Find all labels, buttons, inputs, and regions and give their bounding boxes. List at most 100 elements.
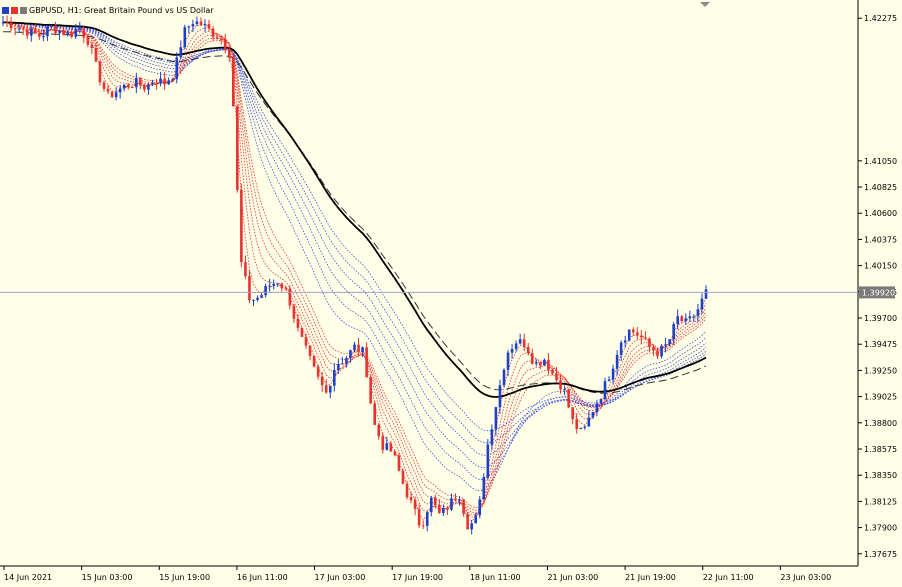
candle-body	[583, 426, 587, 428]
candle-body	[272, 283, 275, 286]
candle-body	[316, 366, 320, 377]
candle-body	[446, 507, 449, 510]
candle-body	[288, 288, 292, 306]
candle-body	[337, 364, 340, 371]
candle-body	[122, 84, 126, 89]
candle-body	[183, 27, 187, 48]
candle-body	[135, 77, 138, 88]
candle-body	[603, 381, 607, 400]
price-tick-label: 1.38800	[864, 419, 897, 428]
candle-body	[292, 305, 296, 319]
candle-body	[672, 324, 675, 340]
candle-body	[240, 189, 243, 263]
current-price-label: 1.39920	[862, 288, 895, 297]
price-tick-label: 1.40375	[864, 235, 897, 244]
candle-body	[486, 444, 490, 478]
candle-body	[631, 329, 635, 333]
price-tick-label: 1.38350	[864, 471, 897, 480]
candle-body	[312, 355, 316, 367]
candle-body	[29, 28, 33, 36]
candle-body	[21, 28, 25, 30]
candle-body	[256, 297, 259, 300]
candle-body	[595, 403, 599, 412]
candle-body	[114, 92, 118, 98]
time-tick-label: 17 Jun 03:00	[315, 573, 366, 582]
time-tick-label: 16 Jun 11:00	[237, 573, 288, 582]
candle-body	[599, 399, 603, 404]
candle-body	[5, 22, 9, 24]
candle-body	[332, 370, 336, 386]
price-tick-label: 1.37900	[864, 524, 897, 533]
chart-red-icon	[11, 6, 18, 14]
candle-body	[159, 78, 162, 84]
candle-body	[1, 22, 5, 24]
candle-body	[567, 389, 570, 408]
candle-body	[106, 88, 110, 92]
candle-body	[252, 299, 255, 301]
candle-body	[110, 91, 114, 98]
candle-body	[151, 83, 154, 85]
candle-body	[236, 106, 239, 190]
candle-body	[324, 385, 328, 393]
candle-body	[361, 347, 364, 353]
candle-body	[502, 369, 506, 386]
candle-body	[341, 363, 344, 365]
price-tick-label: 1.40150	[864, 262, 897, 271]
guppy-slow-line	[3, 22, 707, 492]
candle-body	[74, 29, 78, 37]
candle-body	[328, 385, 332, 393]
guppy-slow-line	[3, 22, 707, 432]
candle-body	[514, 343, 518, 349]
current-price-marker: 1.39920	[0, 286, 895, 299]
time-tick-label: 23 Jun 03:00	[780, 573, 831, 582]
guppy-fast-line	[3, 22, 707, 509]
candle-body	[373, 403, 377, 425]
candle-body	[385, 443, 389, 450]
time-tick-label: 14 Jun 2021	[4, 573, 52, 582]
candle-body	[219, 38, 223, 40]
candle-body	[506, 352, 510, 370]
moving-average-lines	[3, 21, 707, 398]
candle-body	[652, 347, 655, 351]
candle-body	[559, 380, 562, 390]
candle-body	[13, 28, 17, 30]
time-tick-label: 15 Jun 19:00	[159, 573, 210, 582]
candle-body	[62, 30, 65, 35]
candle-body	[9, 22, 13, 29]
candle-body	[704, 289, 708, 299]
candle-body	[393, 451, 397, 456]
candle-body	[357, 344, 360, 353]
candle-body	[82, 28, 86, 38]
price-tick-label: 1.39700	[864, 314, 897, 323]
candle-body	[126, 84, 130, 88]
candle-body	[248, 276, 251, 301]
candle-body	[280, 283, 284, 289]
candle-body	[636, 332, 639, 336]
candle-body	[139, 77, 142, 86]
candle-body	[417, 508, 421, 526]
guppy-fast-line	[3, 22, 707, 511]
candle-body	[579, 427, 583, 430]
candle-body	[54, 25, 57, 34]
candle-body	[203, 24, 207, 26]
candle-body	[543, 359, 546, 366]
candle-body	[660, 345, 663, 357]
candle-body	[167, 80, 170, 85]
candle-body	[345, 358, 348, 364]
candle-body	[244, 262, 247, 277]
chart-shift-icon[interactable]	[700, 2, 710, 7]
candle-body	[510, 348, 514, 353]
candle-body	[498, 385, 502, 408]
time-tick-label: 22 Jun 11:00	[703, 573, 754, 582]
candle-body	[668, 339, 671, 345]
candle-body	[369, 377, 372, 404]
candle-body	[284, 288, 288, 290]
price-axis: 1.42275 1.41050 1.40825 1.40600 1.40375 1.401…	[858, 14, 897, 559]
candle-body	[78, 28, 82, 30]
candle-body	[90, 44, 94, 48]
candle-body	[454, 498, 457, 501]
price-tick-label: 1.39025	[864, 393, 897, 402]
